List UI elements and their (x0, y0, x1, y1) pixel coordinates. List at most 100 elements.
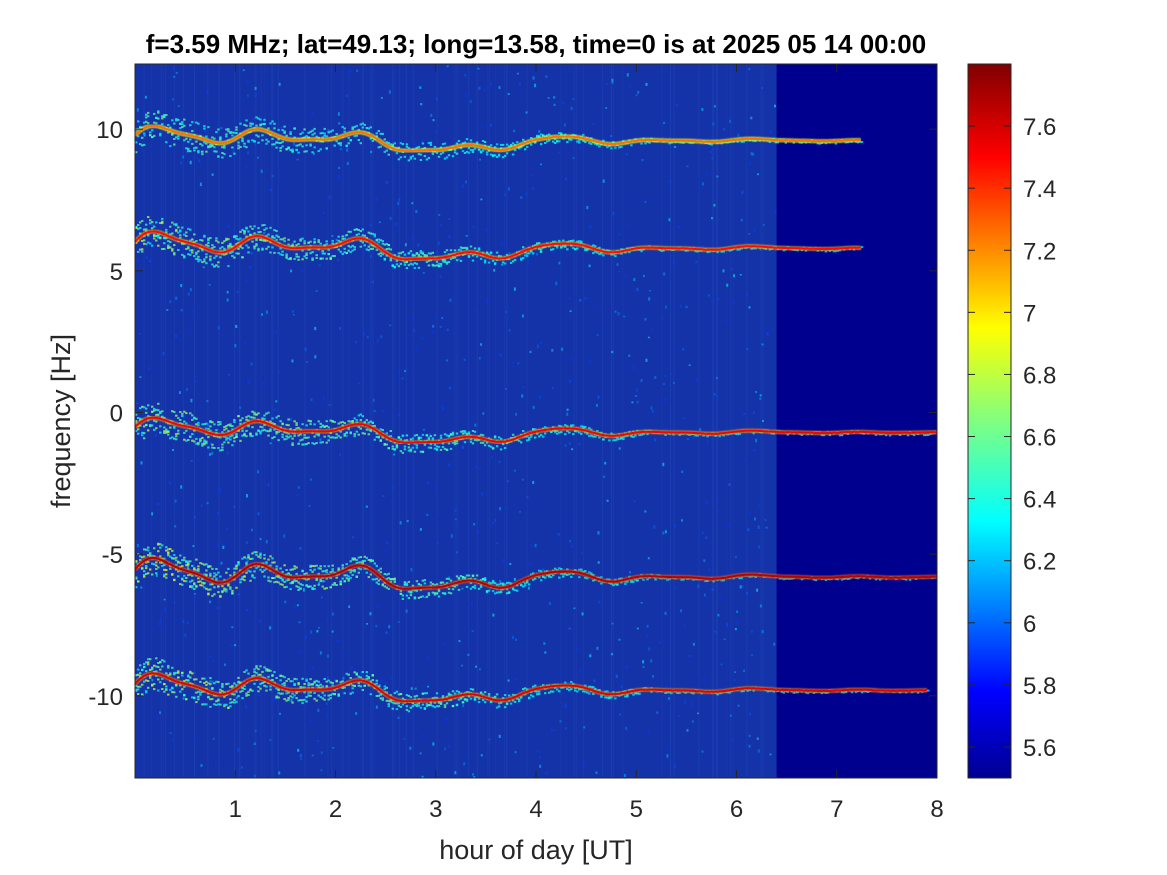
noise-speck (713, 203, 716, 207)
trace-glow (251, 575, 254, 578)
trace-glow (179, 554, 182, 557)
trace-glow (221, 683, 224, 685)
trace-glow (213, 256, 216, 259)
trace-glow (351, 558, 354, 561)
noise-speck (714, 630, 717, 633)
noise-speck (151, 223, 154, 226)
trace-glow (335, 584, 338, 586)
trace-glow (211, 136, 214, 139)
noise-speck (411, 202, 414, 205)
trace-glow (325, 577, 328, 580)
trace-glow (209, 565, 212, 568)
noise-speck (202, 266, 205, 269)
trace-glow (437, 590, 441, 593)
trace-glow (241, 578, 244, 581)
trace-glow (153, 121, 156, 124)
noise-speck (261, 674, 264, 677)
trace-glow (201, 261, 204, 264)
noise-speck (765, 526, 768, 529)
trace-glow (259, 430, 262, 433)
trace-glow (183, 256, 186, 259)
trace-glow (179, 690, 182, 693)
noise-speck (300, 269, 303, 273)
trace-glow (141, 220, 144, 222)
trace-glow (337, 142, 340, 145)
trace-glow (145, 411, 148, 414)
trace-glow (501, 261, 505, 264)
trace-glow (195, 146, 198, 149)
noise-speck (553, 251, 556, 254)
trace-glow (263, 123, 266, 125)
noise-speck (703, 559, 706, 563)
trace-glow (718, 435, 721, 438)
trace-glow (285, 692, 288, 695)
trace-glow (303, 255, 306, 258)
trace-glow (610, 147, 613, 150)
trace-glow (367, 249, 370, 252)
trace-glow (281, 140, 284, 143)
trace-glow (431, 438, 435, 441)
trace-glow (247, 690, 250, 693)
trace-glow (233, 419, 236, 421)
trace-glow (163, 114, 166, 116)
trace-glow (281, 129, 284, 132)
trace-glow (383, 138, 386, 141)
trace-glow (199, 143, 202, 145)
trace-glow (351, 569, 354, 572)
trace-glow (183, 139, 186, 142)
trace-glow (237, 252, 240, 255)
noise-speck (412, 315, 415, 319)
trace-glow (293, 682, 296, 685)
trace-glow (299, 133, 302, 135)
trace-glow (738, 577, 741, 580)
noise-speck (224, 663, 226, 666)
trace-glow (213, 572, 216, 575)
noise-speck (636, 388, 639, 392)
trace-glow (337, 422, 340, 425)
trace-glow (213, 150, 216, 153)
trace-glow (363, 555, 366, 558)
trace-glow (213, 586, 216, 589)
trace-glow (215, 264, 218, 267)
trace-glow (369, 573, 372, 576)
trace-glow (157, 662, 160, 664)
trace-glow (231, 134, 234, 137)
trace-glow (578, 141, 581, 144)
noise-speck (702, 245, 704, 248)
trace-glow (409, 594, 413, 597)
noise-speck (298, 621, 301, 624)
trace-glow (409, 696, 413, 699)
noise-speck (490, 704, 493, 707)
noise-speck (465, 93, 468, 97)
trace-glow (371, 559, 374, 562)
trace-glow (143, 555, 146, 558)
trace-glow (247, 672, 250, 675)
trace-glow (387, 244, 390, 246)
trace-glow (201, 581, 204, 584)
trace-glow (630, 435, 633, 438)
noise-speck (265, 310, 268, 314)
trace-glow (540, 579, 543, 582)
trace-glow (399, 589, 403, 592)
trace-glow (648, 141, 651, 144)
trace-glow (279, 149, 282, 152)
trace-glow (389, 257, 392, 260)
trace-glow (261, 224, 264, 227)
noise-speck (716, 175, 719, 178)
trace-glow (255, 671, 258, 674)
trace-glow (469, 245, 473, 248)
trace-glow (315, 679, 318, 682)
trace-glow (435, 696, 439, 699)
noise-speck (293, 142, 295, 146)
noise-speck (190, 398, 193, 403)
trace-glow (145, 691, 148, 694)
trace-glow (305, 696, 308, 699)
noise-speck (218, 488, 221, 492)
trace-glow (582, 133, 585, 136)
noise-speck (542, 568, 545, 572)
trace-glow (169, 555, 172, 558)
trace-glow (325, 571, 328, 574)
trace-glow (722, 250, 725, 253)
trace-glow (313, 568, 316, 571)
trace-glow (335, 576, 338, 579)
